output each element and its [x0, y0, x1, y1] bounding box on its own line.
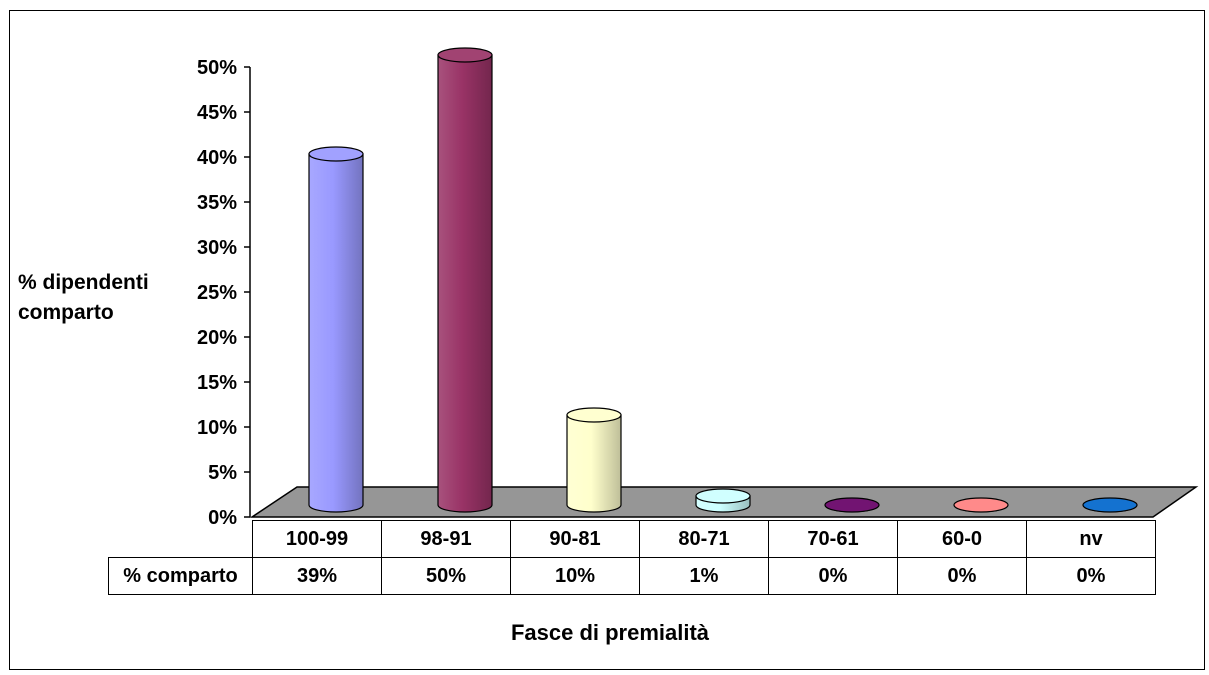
category-label: 80-71: [639, 520, 769, 558]
table-value: 0%: [897, 557, 1027, 595]
y-tick-label: 35%: [197, 192, 237, 214]
table-corner: [109, 521, 253, 558]
bar: [695, 488, 751, 513]
bar-top: [1082, 497, 1138, 513]
bar: [824, 497, 880, 513]
bar-series: [308, 47, 1138, 513]
y-tick-label: 5%: [208, 462, 237, 484]
category-label: 90-81: [510, 520, 640, 558]
y-tick-label: 40%: [197, 147, 237, 169]
y-tick-label: 10%: [197, 417, 237, 439]
bar: [1082, 497, 1138, 513]
bar-top: [824, 497, 880, 513]
y-axis: 0% 5% 10% 15% 20% 25% 30% 35% 40% 45% 50%: [197, 57, 251, 529]
category-label: nv: [1026, 520, 1156, 558]
table-value: 0%: [768, 557, 898, 595]
bar-top: [437, 47, 493, 63]
table-value: 1%: [639, 557, 769, 595]
y-tick-label: 15%: [197, 372, 237, 394]
table-value: 39%: [252, 557, 382, 595]
category-label: 100-99: [252, 520, 382, 558]
bar-body: [566, 414, 622, 513]
bar: [437, 47, 493, 513]
table-row-label: % comparto: [108, 557, 253, 595]
table-value: 10%: [510, 557, 640, 595]
y-tick-label: 25%: [197, 282, 237, 304]
bar: [308, 146, 364, 513]
bar-body: [308, 153, 364, 513]
y-axis-label: % dipendenti comparto: [18, 271, 149, 324]
y-tick-label: 0%: [208, 507, 237, 529]
bar: [566, 407, 622, 513]
bar-body: [437, 54, 493, 513]
bar-top: [566, 407, 622, 423]
table-value: 0%: [1026, 557, 1156, 595]
table-value: 50%: [381, 557, 511, 595]
y-tick-label: 30%: [197, 237, 237, 259]
bar-top: [695, 488, 751, 504]
y-tick-label: 20%: [197, 327, 237, 349]
category-label: 70-61: [768, 520, 898, 558]
bar-top: [953, 497, 1009, 513]
y-tick-label: 45%: [197, 102, 237, 124]
y-tick-label: 50%: [197, 57, 237, 79]
category-label: 98-91: [381, 520, 511, 558]
data-table: 100-99 98-91 90-81 80-71 70-61 60-0 nv %…: [108, 520, 1156, 595]
category-label: 60-0: [897, 520, 1027, 558]
bar: [953, 497, 1009, 513]
bar-top: [308, 146, 364, 162]
x-axis-label: Fasce di premialità: [510, 620, 710, 645]
category-row: 100-99 98-91 90-81 80-71 70-61 60-0 nv: [109, 520, 1156, 558]
value-row: % comparto 39% 50% 10% 1% 0% 0% 0%: [108, 557, 1156, 595]
